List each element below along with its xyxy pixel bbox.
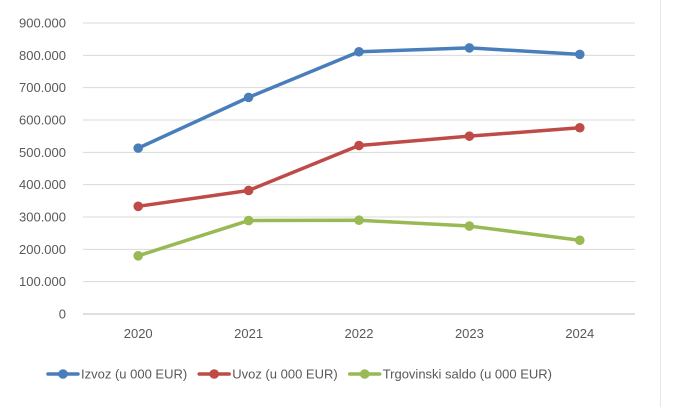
data-point bbox=[575, 122, 585, 133]
y-tick-label: 900.000 bbox=[19, 16, 66, 31]
data-point bbox=[133, 251, 143, 261]
x-tick-label: 2022 bbox=[345, 326, 374, 341]
y-tick-label: 300.000 bbox=[19, 210, 66, 225]
data-point bbox=[243, 185, 254, 196]
data-point bbox=[575, 49, 585, 60]
chart-right-border bbox=[660, 0, 661, 407]
series-line bbox=[136, 218, 582, 258]
data-point bbox=[575, 235, 585, 246]
legend-swatch-marker bbox=[58, 369, 68, 379]
gridlines bbox=[83, 22, 635, 315]
data-point bbox=[354, 140, 364, 151]
legend: Izvoz (u 000 EUR) Uvoz (u 000 EUR) Trgovin… bbox=[46, 367, 552, 382]
data-point bbox=[354, 46, 364, 57]
x-tick-label: 2024 bbox=[565, 326, 594, 341]
data-point bbox=[354, 215, 364, 226]
legend-label: Trgovinski saldo (u 000 EUR) bbox=[383, 367, 552, 382]
data-point bbox=[243, 92, 254, 103]
legend-item: Trgovinski saldo (u 000 EUR) bbox=[347, 367, 552, 382]
data-point bbox=[464, 221, 475, 231]
data-point bbox=[133, 143, 143, 153]
y-tick-label: 500.000 bbox=[19, 145, 66, 160]
x-tick-label: 2023 bbox=[455, 326, 484, 341]
y-tick-label: 400.000 bbox=[19, 177, 66, 192]
series-group bbox=[133, 122, 585, 212]
y-tick-label: 100.000 bbox=[19, 274, 66, 289]
y-tick-label: 800.000 bbox=[19, 48, 66, 63]
series-line bbox=[136, 126, 582, 209]
y-axis-tick-labels: 0 100.000 200.000 300.000 400.000 500.000 600.… bbox=[19, 16, 66, 322]
legend-swatch-marker bbox=[359, 369, 370, 379]
y-tick-label: 700.000 bbox=[19, 80, 66, 95]
data-point bbox=[464, 131, 475, 141]
x-tick-label: 2021 bbox=[234, 326, 263, 341]
data-point bbox=[464, 43, 475, 53]
legend-label: Uvoz (u 000 EUR) bbox=[232, 367, 337, 382]
series-lines bbox=[133, 43, 585, 261]
y-tick-label: 200.000 bbox=[19, 242, 66, 257]
x-tick-label: 2020 bbox=[124, 326, 153, 341]
legend-item: Izvoz (u 000 EUR) bbox=[46, 367, 187, 382]
data-point bbox=[133, 201, 143, 212]
y-tick-label: 0 bbox=[59, 307, 66, 322]
legend-swatch-marker bbox=[209, 369, 220, 379]
legend-label: Izvoz (u 000 EUR) bbox=[81, 367, 187, 382]
series-group bbox=[133, 215, 585, 261]
legend-item: Uvoz (u 000 EUR) bbox=[197, 367, 338, 382]
y-tick-label: 600.000 bbox=[19, 113, 66, 128]
series-group bbox=[133, 43, 585, 153]
x-axis-tick-labels: 2020 2021 2022 2023 2024 bbox=[124, 326, 595, 341]
data-point bbox=[243, 215, 254, 226]
